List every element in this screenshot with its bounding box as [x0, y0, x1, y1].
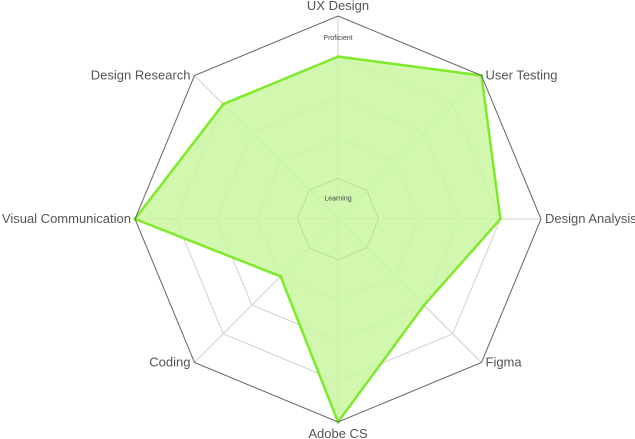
axis-label-3: Figma: [486, 355, 523, 370]
axis-label-0: UX Design: [307, 0, 369, 13]
axis-label-1: User Testing: [486, 68, 558, 83]
axis-label-6: Visual Communication: [2, 211, 131, 226]
axis-label-4: Adobe CS: [308, 426, 368, 439]
data-point-0: [336, 55, 340, 59]
level-label-learning: Learning: [324, 195, 351, 202]
data-point-3: [422, 303, 426, 307]
axis-label-7: Design Research: [91, 68, 191, 83]
level-label-proficient: Proficient: [323, 35, 352, 42]
outer-frame: [134, 15, 542, 423]
data-point-5: [279, 274, 283, 278]
outer-ring: [134, 15, 542, 423]
data-point-7: [221, 102, 225, 106]
data-point-2: [498, 217, 502, 221]
axis-label-2: Design Analysis: [545, 211, 635, 226]
axis-label-5: Coding: [149, 355, 190, 370]
